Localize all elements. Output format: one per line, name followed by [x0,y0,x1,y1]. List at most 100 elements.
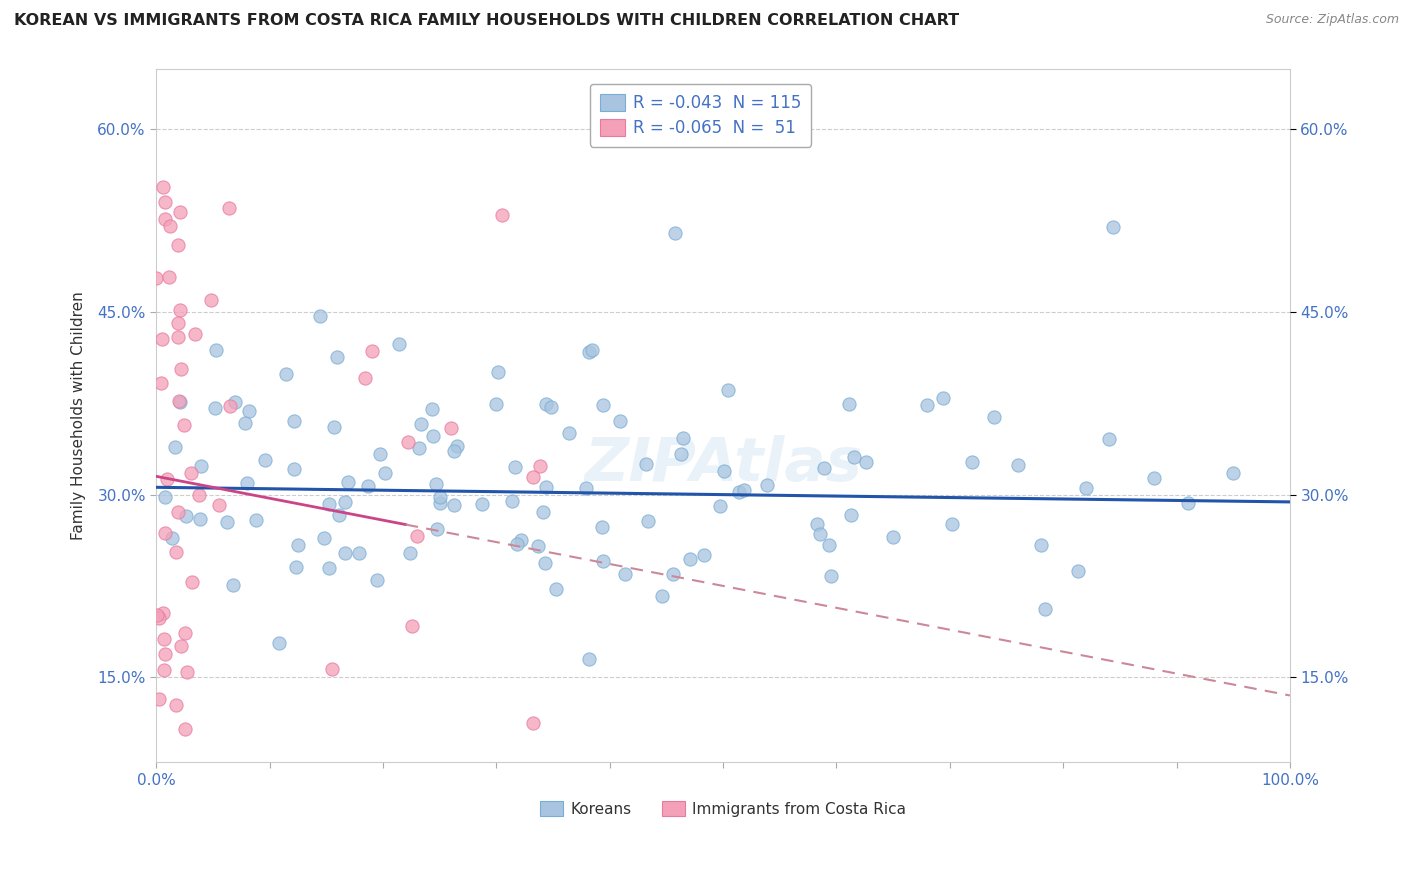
Point [318,497,340,511]
Point [728,485,751,500]
Point [238,404,260,418]
Point [274,367,297,381]
Point [609,414,631,428]
Point [222,578,245,592]
Point [267,635,290,649]
Point [153,632,176,646]
Point [366,573,388,587]
Point [443,498,465,512]
Point [505,537,527,551]
Point [813,461,835,475]
Point [184,327,207,342]
Point [150,331,173,345]
Point [406,529,429,543]
Point [167,505,190,519]
Point [180,575,202,590]
Point [422,429,444,443]
Point [354,371,377,385]
Point [529,458,551,473]
Point [187,488,209,502]
Point [169,639,191,653]
Point [336,475,359,489]
Point [283,414,305,428]
Point [501,494,523,508]
Point [1143,471,1166,485]
Point [333,495,356,509]
Point [165,440,187,454]
Point [165,545,187,559]
Point [808,527,831,541]
Point [636,457,658,471]
Point [173,417,195,432]
Point [575,481,598,495]
Point [510,533,533,548]
Point [983,410,1005,425]
Point [522,470,544,484]
Point [312,531,335,545]
Point [308,310,330,324]
Point [425,477,447,491]
Text: KOREAN VS IMMIGRANTS FROM COSTA RICA FAMILY HOUSEHOLDS WITH CHILDREN CORRELATION: KOREAN VS IMMIGRANTS FROM COSTA RICA FAM… [14,13,959,29]
Point [669,447,692,461]
Point [322,420,344,434]
Point [153,490,176,504]
Point [408,441,430,455]
Point [713,464,735,478]
Point [165,698,187,712]
Point [396,434,419,449]
Point [592,553,614,567]
Point [1007,458,1029,472]
Point [173,625,195,640]
Point [167,330,190,344]
Point [651,589,673,603]
Point [733,483,755,497]
Point [842,450,865,465]
Point [717,383,740,397]
Point [522,715,544,730]
Point [693,549,716,563]
Y-axis label: Family Households with Children: Family Households with Children [72,291,86,540]
Text: ZIPAtlas: ZIPAtlas [583,434,862,493]
Point [1074,481,1097,495]
Point [491,208,513,222]
Point [254,453,277,467]
Legend: Koreans, Immigrants from Costa Rica: Koreans, Immigrants from Costa Rica [531,793,914,824]
Point [190,458,212,473]
Point [855,454,877,468]
Point [429,496,451,510]
Point [167,393,190,408]
Point [205,343,228,357]
Point [679,551,702,566]
Point [219,399,242,413]
Point [326,350,349,364]
Point [527,539,550,553]
Point [283,462,305,476]
Point [245,513,267,527]
Point [318,560,340,574]
Point [662,566,685,581]
Point [218,201,240,215]
Point [932,392,955,406]
Point [357,479,380,493]
Point [388,337,411,351]
Point [176,508,198,523]
Point [173,723,195,737]
Point [150,376,173,390]
Point [962,455,984,469]
Point [145,271,167,285]
Point [188,512,211,526]
Point [709,499,731,513]
Point [440,421,463,435]
Point [169,395,191,409]
Point [820,568,842,582]
Point [592,398,614,412]
Point [153,526,176,541]
Point [443,443,465,458]
Point [328,508,350,522]
Point [152,606,174,620]
Point [581,343,603,357]
Point [1222,466,1244,480]
Point [534,556,557,570]
Point [471,497,494,511]
Point [157,270,180,285]
